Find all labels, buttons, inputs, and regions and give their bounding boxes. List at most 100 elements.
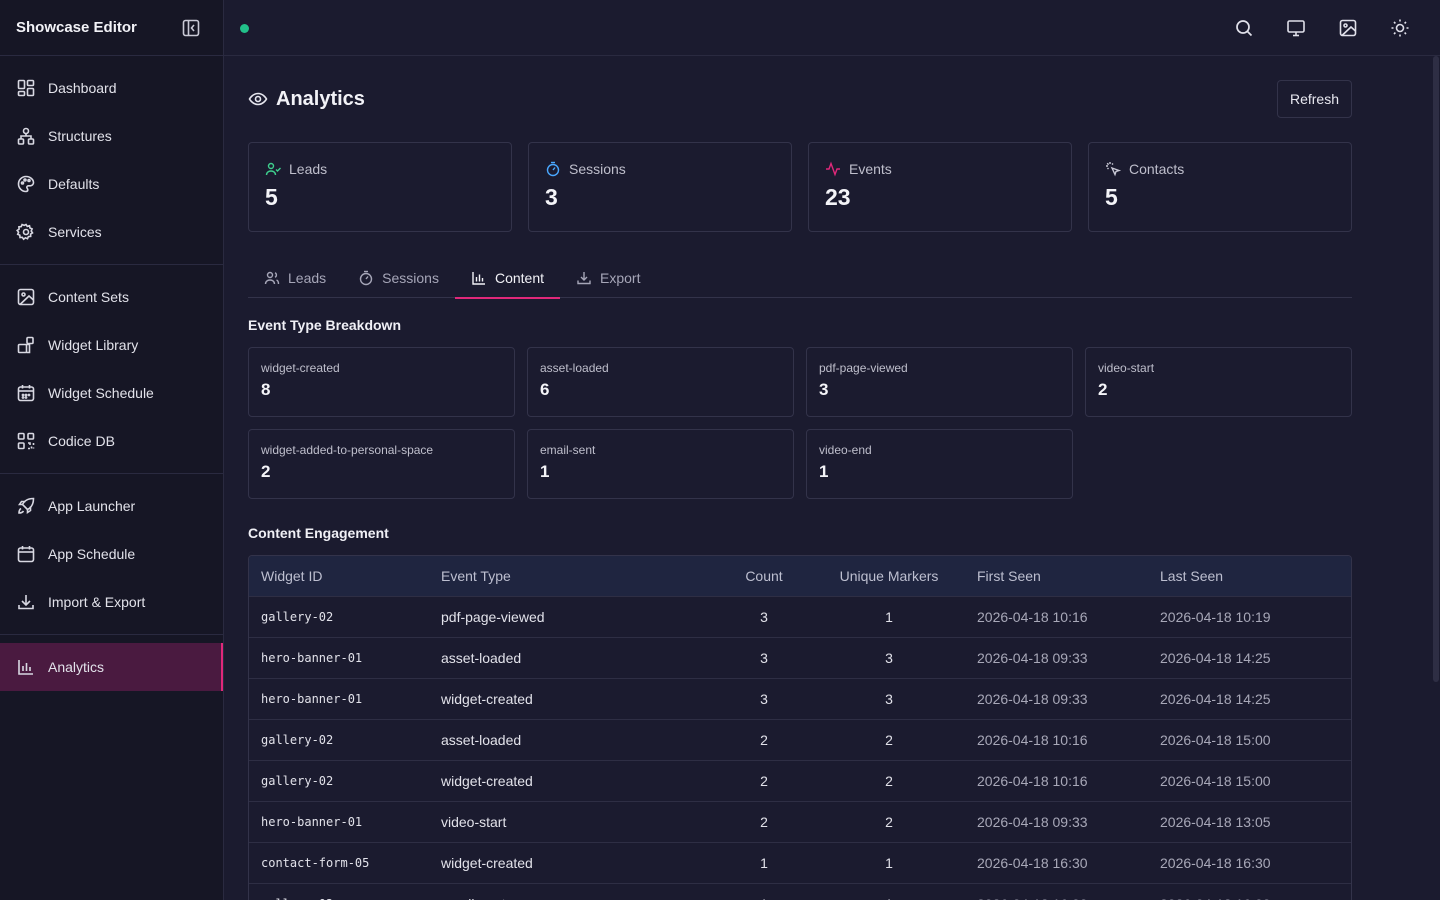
sidebar-item-label: Widget Library — [48, 337, 139, 353]
stat-label-group: Sessions — [545, 161, 775, 177]
cell-last-seen: 2026-04-18 13:05 — [1148, 800, 1351, 842]
tab-label: Export — [600, 270, 641, 286]
cell-unique-markers: 1 — [813, 595, 965, 637]
sidebar-item-defaults[interactable]: Defaults — [0, 160, 223, 208]
sidebar-item-dashboard[interactable]: Dashboard — [0, 64, 223, 112]
sidebar-item-widget-library[interactable]: Widget Library — [0, 321, 223, 369]
column-header-widget-id[interactable]: Widget ID — [261, 567, 323, 584]
cell-last-seen: 2026-04-18 15:00 — [1148, 759, 1351, 801]
dashboard-icon — [16, 78, 36, 98]
sidebar-item-app-launcher[interactable]: App Launcher — [0, 482, 223, 530]
scrollbar-thumb[interactable] — [1433, 56, 1439, 682]
cell-unique-markers: 2 — [813, 759, 965, 801]
cell-count: 2 — [715, 718, 813, 760]
event-type-count: 2 — [1098, 380, 1108, 399]
cell-unique-markers: 2 — [813, 718, 965, 760]
app-title: Showcase Editor — [16, 19, 137, 36]
sidebar-item-label: Content Sets — [48, 289, 129, 305]
sidebar-item-label: Services — [48, 224, 102, 240]
stat-card-sessions: Sessions 3 — [528, 142, 792, 232]
sidebar-item-app-schedule[interactable]: App Schedule — [0, 530, 223, 578]
sidebar-item-structures[interactable]: Structures — [0, 112, 223, 160]
event-type-card: asset-loaded 6 — [527, 347, 794, 417]
table-row[interactable]: contact-form-05 widget-created 1 1 2026-04-1… — [249, 841, 1351, 883]
calendar-icon — [16, 544, 36, 564]
cell-event-type: widget-created — [429, 677, 715, 719]
cell-first-seen: 2026-04-18 16:00 — [965, 882, 1148, 900]
cell-unique-markers: 2 — [813, 800, 965, 842]
stat-value: 5 — [265, 184, 278, 210]
table-row[interactable]: gallery-02 widget-created 2 2 2026-04-18 10:… — [249, 759, 1351, 801]
sidebar-item-codice-db[interactable]: Codice DB — [0, 417, 223, 465]
table-row[interactable]: hero-banner-01 video-start 2 2 2026-04-18 09… — [249, 800, 1351, 842]
column-header-last-seen[interactable]: Last Seen — [1160, 567, 1224, 584]
cell-widget-id: gallery-02 — [249, 882, 429, 900]
event-type-count: 1 — [540, 462, 550, 481]
download-icon — [576, 270, 592, 286]
event-type-label: pdf-page-viewed — [819, 361, 908, 375]
table-row[interactable]: hero-banner-01 widget-created 3 3 2026-04-18… — [249, 677, 1351, 719]
tab-content[interactable]: Content — [454, 258, 561, 299]
content-engagement-title: Content Engagement — [248, 525, 389, 541]
column-header-event-type[interactable]: Event Type — [441, 567, 511, 584]
sidebar-collapse-icon[interactable] — [181, 18, 201, 38]
sidebar-header: Showcase Editor — [0, 0, 223, 56]
download-icon — [16, 592, 36, 612]
sidebar-item-services[interactable]: Services — [0, 208, 223, 256]
image-icon[interactable] — [1338, 18, 1358, 38]
sidebar-item-import-export[interactable]: Import & Export — [0, 578, 223, 626]
tab-sessions[interactable]: Sessions — [342, 258, 455, 298]
cell-last-seen: 2026-04-18 15:00 — [1148, 718, 1351, 760]
cell-first-seen: 2026-04-18 10:16 — [965, 718, 1148, 760]
cell-event-type: pdf-page-viewed — [429, 595, 715, 637]
tab-leads[interactable]: Leads — [248, 258, 342, 298]
table-row[interactable]: hero-banner-01 asset-loaded 3 3 2026-04-18 0… — [249, 636, 1351, 678]
cell-count: 2 — [715, 800, 813, 842]
search-icon[interactable] — [1234, 18, 1254, 38]
rocket-icon — [16, 496, 36, 516]
content-engagement-table: Widget ID Event Type Count Unique Marker… — [248, 555, 1352, 900]
table-header-row: Widget ID Event Type Count Unique Marker… — [249, 556, 1351, 596]
table-row[interactable]: gallery-02email-sent112026-04-18 16:0020… — [249, 882, 1351, 900]
cell-widget-id: hero-banner-01 — [249, 800, 429, 842]
sidebar-item-content-sets[interactable]: Content Sets — [0, 273, 223, 321]
sidebar-item-analytics[interactable]: Analytics — [0, 643, 223, 691]
stat-card-contacts: Contacts 5 — [1088, 142, 1352, 232]
cell-unique-markers: 1 — [813, 841, 965, 883]
event-type-count: 3 — [819, 380, 829, 399]
stat-value: 3 — [545, 184, 558, 210]
sidebar-item-widget-schedule[interactable]: Widget Schedule — [0, 369, 223, 417]
refresh-button[interactable]: Refresh — [1276, 80, 1352, 118]
sun-icon[interactable] — [1390, 18, 1410, 38]
connection-status-dot — [240, 24, 249, 33]
structures-icon — [16, 126, 36, 146]
monitor-icon[interactable] — [1286, 18, 1306, 38]
tab-label: Leads — [288, 270, 327, 286]
cell-event-type: email-sent — [429, 882, 715, 900]
stats-row: Leads 5 Sessions 3 Events 23 Contacts 5 — [248, 142, 1352, 232]
stat-card-leads: Leads 5 — [248, 142, 512, 232]
cell-count: 3 — [715, 636, 813, 678]
table-row[interactable]: gallery-02 pdf-page-viewed 3 1 2026-04-18 10… — [249, 595, 1351, 637]
table-row[interactable]: gallery-02 asset-loaded 2 2 2026-04-18 10:16… — [249, 718, 1351, 760]
column-header-unique-markers[interactable]: Unique Markers — [839, 567, 939, 584]
nav-group-main: Dashboard Structures Defaults Services — [0, 56, 223, 265]
column-header-first-seen[interactable]: First Seen — [977, 567, 1041, 584]
cell-first-seen: 2026-04-18 09:33 — [965, 677, 1148, 719]
event-type-card: pdf-page-viewed 3 — [806, 347, 1073, 417]
event-breakdown-title: Event Type Breakdown — [248, 317, 402, 333]
cell-unique-markers: 3 — [813, 636, 965, 678]
cell-first-seen: 2026-04-18 10:16 — [965, 759, 1148, 801]
cell-last-seen: 2026-04-18 14:25 — [1148, 636, 1351, 678]
cell-widget-id: gallery-02 — [249, 718, 429, 760]
cell-last-seen: 2026-04-18 14:25 — [1148, 677, 1351, 719]
activity-icon — [825, 161, 841, 177]
column-header-count[interactable]: Count — [745, 567, 783, 584]
cell-widget-id: hero-banner-01 — [249, 677, 429, 719]
tab-export[interactable]: Export — [560, 258, 656, 298]
cell-widget-id: hero-banner-01 — [249, 636, 429, 678]
pointer-click-icon — [1105, 161, 1121, 177]
sidebar-item-label: Dashboard — [48, 80, 117, 96]
stat-label: Events — [849, 161, 892, 177]
widget-icon — [16, 335, 36, 355]
